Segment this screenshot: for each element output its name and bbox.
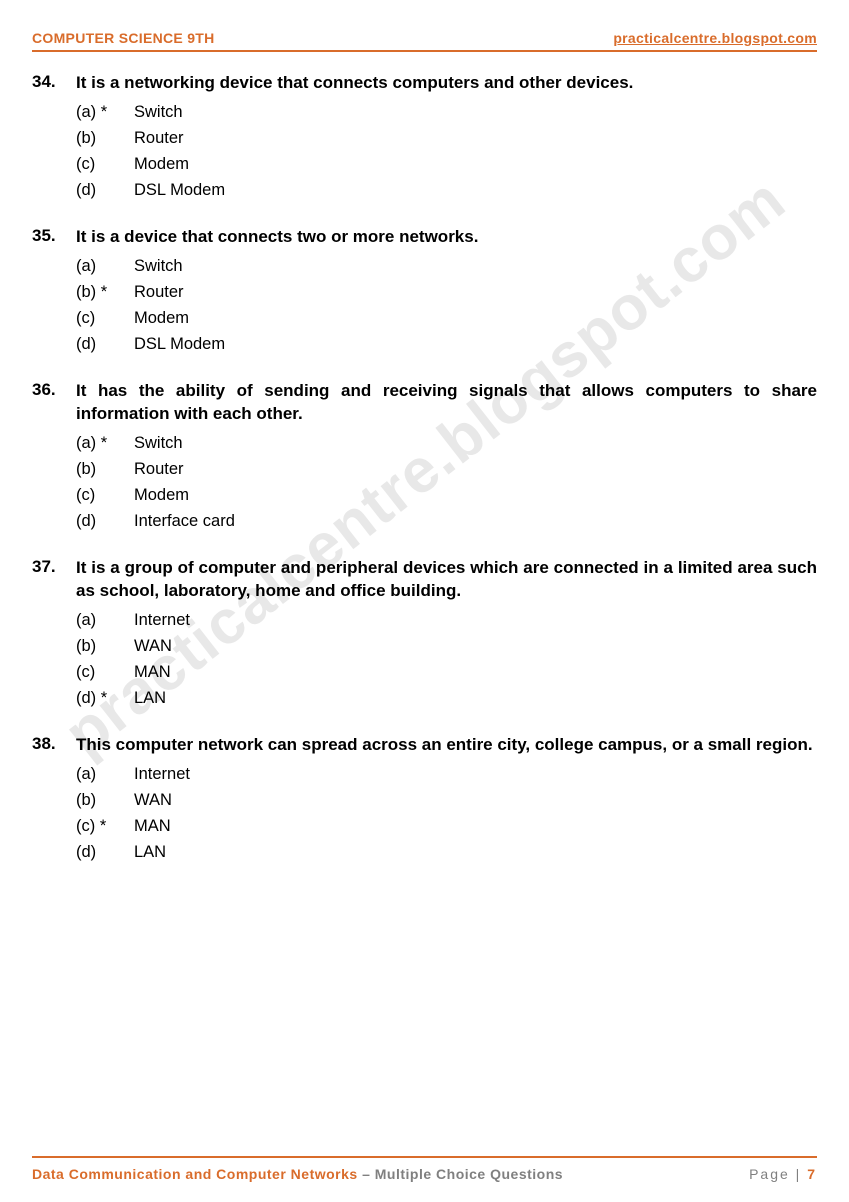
option-row: (a)Switch (76, 257, 817, 276)
question-number: 35. (32, 226, 76, 249)
option-text: DSL Modem (134, 181, 817, 200)
question-number: 37. (32, 557, 76, 603)
option-label: (a) (76, 611, 134, 630)
question-number: 38. (32, 734, 76, 757)
question-text: It has the ability of sending and receiv… (76, 380, 817, 426)
option-label: (c) (76, 155, 134, 174)
option-label: (c) (76, 663, 134, 682)
option-text: Internet (134, 611, 817, 630)
option-label: (b) (76, 129, 134, 148)
question-row: 34.It is a networking device that connec… (32, 72, 817, 95)
option-text: MAN (134, 663, 817, 682)
footer-page-label: Page | (749, 1166, 807, 1182)
option-text: Switch (134, 257, 817, 276)
footer-left: Data Communication and Computer Networks… (32, 1166, 563, 1182)
option-text: Modem (134, 486, 817, 505)
question-text: It is a device that connects two or more… (76, 226, 817, 249)
question-text: It is a networking device that connects … (76, 72, 817, 95)
option-row: (c)Modem (76, 309, 817, 328)
option-text: Router (134, 129, 817, 148)
question-block: 34.It is a networking device that connec… (32, 72, 817, 200)
option-row: (b)WAN (76, 637, 817, 656)
question-number: 34. (32, 72, 76, 95)
option-row: (d)DSL Modem (76, 181, 817, 200)
options-list: (a)Internet(b)WAN(c)MAN(d) *LAN (76, 611, 817, 708)
option-row: (a) *Switch (76, 434, 817, 453)
header-subject: COMPUTER SCIENCE 9TH (32, 30, 215, 46)
questions-container: 34.It is a networking device that connec… (32, 72, 817, 862)
option-text: Router (134, 460, 817, 479)
page-header: COMPUTER SCIENCE 9TH practicalcentre.blo… (32, 30, 817, 52)
option-label: (c) (76, 486, 134, 505)
question-row: 38.This computer network can spread acro… (32, 734, 817, 757)
option-label: (a) * (76, 103, 134, 122)
question-block: 38.This computer network can spread acro… (32, 734, 817, 862)
option-text: MAN (134, 817, 817, 836)
option-text: Switch (134, 434, 817, 453)
option-text: Router (134, 283, 817, 302)
option-row: (d)DSL Modem (76, 335, 817, 354)
question-row: 37.It is a group of computer and periphe… (32, 557, 817, 603)
question-row: 35.It is a device that connects two or m… (32, 226, 817, 249)
option-label: (d) (76, 335, 134, 354)
option-row: (a)Internet (76, 611, 817, 630)
option-label: (a) * (76, 434, 134, 453)
option-row: (b)WAN (76, 791, 817, 810)
option-label: (d) (76, 512, 134, 531)
option-row: (d)Interface card (76, 512, 817, 531)
option-label: (b) (76, 637, 134, 656)
question-number: 36. (32, 380, 76, 426)
option-label: (c) * (76, 817, 134, 836)
header-link[interactable]: practicalcentre.blogspot.com (613, 30, 817, 46)
question-text: It is a group of computer and peripheral… (76, 557, 817, 603)
option-label: (b) (76, 460, 134, 479)
option-text: LAN (134, 689, 817, 708)
option-label: (c) (76, 309, 134, 328)
option-row: (c)Modem (76, 155, 817, 174)
option-row: (d)LAN (76, 843, 817, 862)
option-row: (b)Router (76, 129, 817, 148)
option-label: (d) (76, 181, 134, 200)
option-row: (b) *Router (76, 283, 817, 302)
footer-subtitle: – Multiple Choice Questions (358, 1166, 563, 1182)
option-row: (c)Modem (76, 486, 817, 505)
option-row: (b)Router (76, 460, 817, 479)
options-list: (a)Internet(b)WAN(c) *MAN(d)LAN (76, 765, 817, 862)
option-text: Internet (134, 765, 817, 784)
option-text: Modem (134, 309, 817, 328)
option-text: DSL Modem (134, 335, 817, 354)
option-row: (c) *MAN (76, 817, 817, 836)
option-text: WAN (134, 791, 817, 810)
option-label: (b) (76, 791, 134, 810)
option-row: (c)MAN (76, 663, 817, 682)
options-list: (a) *Switch(b)Router(c)Modem(d)Interface… (76, 434, 817, 531)
footer-right: Page | 7 (749, 1166, 817, 1182)
question-text: This computer network can spread across … (76, 734, 817, 757)
page-footer: Data Communication and Computer Networks… (32, 1156, 817, 1182)
option-row: (a) *Switch (76, 103, 817, 122)
option-text: Switch (134, 103, 817, 122)
option-label: (b) * (76, 283, 134, 302)
footer-page-number: 7 (807, 1166, 817, 1182)
question-block: 36.It has the ability of sending and rec… (32, 380, 817, 531)
option-text: Interface card (134, 512, 817, 531)
content-area: practicalcentre.blogspot.com 34.It is a … (32, 72, 817, 862)
option-row: (a)Internet (76, 765, 817, 784)
option-text: WAN (134, 637, 817, 656)
options-list: (a)Switch(b) *Router(c)Modem(d)DSL Modem (76, 257, 817, 354)
option-label: (a) (76, 765, 134, 784)
options-list: (a) *Switch(b)Router(c)Modem(d)DSL Modem (76, 103, 817, 200)
option-row: (d) *LAN (76, 689, 817, 708)
option-label: (a) (76, 257, 134, 276)
question-block: 37.It is a group of computer and periphe… (32, 557, 817, 708)
option-text: Modem (134, 155, 817, 174)
question-block: 35.It is a device that connects two or m… (32, 226, 817, 354)
question-row: 36.It has the ability of sending and rec… (32, 380, 817, 426)
footer-topic: Data Communication and Computer Networks (32, 1166, 358, 1182)
option-label: (d) * (76, 689, 134, 708)
option-label: (d) (76, 843, 134, 862)
option-text: LAN (134, 843, 817, 862)
